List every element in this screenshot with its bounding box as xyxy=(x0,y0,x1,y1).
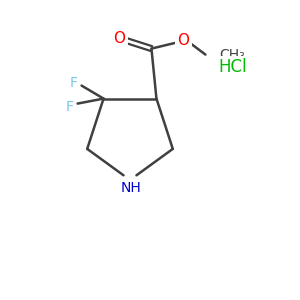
Text: HCl: HCl xyxy=(219,58,247,76)
Text: NH: NH xyxy=(121,181,141,195)
Text: O: O xyxy=(178,33,190,48)
Text: F: F xyxy=(65,100,74,114)
Text: F: F xyxy=(70,76,77,90)
Text: CH₃: CH₃ xyxy=(220,48,245,62)
Text: O: O xyxy=(113,31,125,46)
